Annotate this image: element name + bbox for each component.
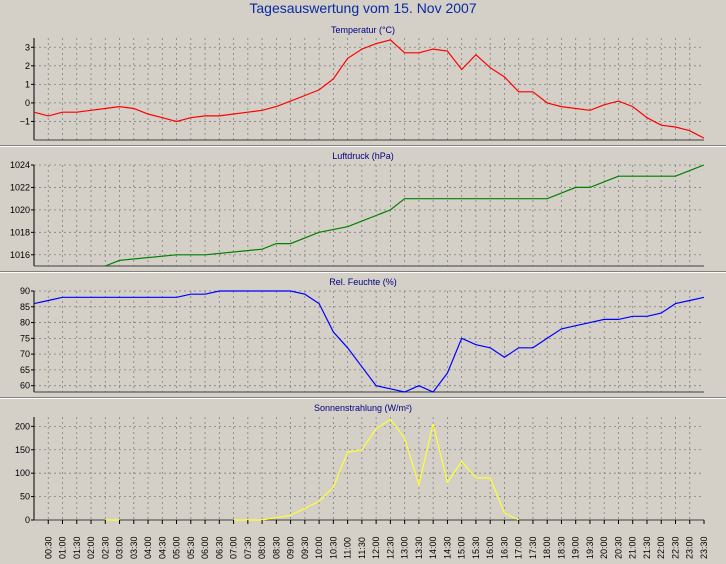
pressure-ytick-label: 1016 bbox=[10, 250, 30, 260]
time-tick-label: 02:00 bbox=[86, 536, 96, 559]
time-tick-label: 08:30 bbox=[271, 536, 281, 559]
temperature-chart-title: Temperatur (°C) bbox=[330, 25, 396, 35]
time-tick-label: 11:00 bbox=[343, 537, 353, 559]
pressure-ytick-label: 1024 bbox=[10, 160, 30, 170]
temperature-ytick-label: 2 bbox=[25, 61, 30, 71]
humidity-ytick-label: 85 bbox=[20, 302, 30, 312]
time-tick-label: 21:30 bbox=[642, 536, 652, 559]
time-tick-label: 00:30 bbox=[43, 536, 53, 559]
radiation-chart-title: Sonnenstrahlung (W/m²) bbox=[313, 403, 413, 413]
time-tick-label: 17:00 bbox=[514, 536, 524, 559]
humidity-ytick-label: 90 bbox=[20, 286, 30, 296]
humidity-ytick-label: 65 bbox=[20, 365, 30, 375]
time-tick-label: 12:00 bbox=[371, 536, 381, 559]
time-tick-label: 05:30 bbox=[186, 536, 196, 559]
time-tick-label: 15:00 bbox=[457, 536, 467, 559]
humidity-ytick-label: 80 bbox=[20, 318, 30, 328]
time-tick-label: 22:30 bbox=[670, 536, 680, 559]
time-tick-label: 19:00 bbox=[571, 536, 581, 559]
radiation-ytick-label: 50 bbox=[20, 492, 30, 502]
time-tick-label: 08:00 bbox=[257, 536, 267, 559]
time-tick-label: 20:00 bbox=[599, 536, 609, 559]
time-tick-label: 05:00 bbox=[172, 536, 182, 559]
humidity-chart-title: Rel. Feuchte (%) bbox=[329, 277, 397, 287]
pressure-chart-title: Luftdruck (hPa) bbox=[332, 151, 394, 161]
time-tick-label: 20:30 bbox=[613, 536, 623, 559]
humidity-plot-area bbox=[34, 291, 704, 392]
time-tick-label: 17:30 bbox=[528, 536, 538, 559]
time-tick-label: 11:30 bbox=[357, 537, 367, 559]
time-tick-label: 23:00 bbox=[685, 536, 695, 559]
time-tick-label: 03:30 bbox=[129, 536, 139, 559]
time-tick-label: 16:30 bbox=[499, 536, 509, 559]
temperature-ytick-label: −1 bbox=[20, 116, 30, 126]
pressure-series-line bbox=[105, 164, 705, 267]
radiation-ytick-label: 0 bbox=[25, 515, 30, 525]
time-tick-label: 23:30 bbox=[699, 536, 709, 559]
time-tick-label: 10:30 bbox=[328, 536, 338, 559]
panel-separator bbox=[0, 271, 726, 273]
time-tick-label: 09:30 bbox=[300, 536, 310, 559]
humidity-series-line bbox=[33, 290, 705, 393]
time-tick-label: 04:30 bbox=[157, 536, 167, 559]
time-tick-label: 01:30 bbox=[72, 536, 82, 559]
temperature-series-line bbox=[33, 39, 705, 139]
time-tick-label: 14:30 bbox=[442, 536, 452, 559]
humidity-ytick-label: 70 bbox=[20, 349, 30, 359]
radiation-ytick-label: 150 bbox=[15, 445, 30, 455]
temperature-ytick-label: 1 bbox=[25, 79, 30, 89]
time-tick-label: 09:00 bbox=[286, 536, 296, 559]
time-tick-label: 06:30 bbox=[214, 536, 224, 559]
time-tick-label: 15:30 bbox=[471, 536, 481, 559]
pressure-ytick-label: 1022 bbox=[10, 182, 30, 192]
time-tick-label: 18:00 bbox=[542, 536, 552, 559]
time-tick-label: 02:30 bbox=[100, 536, 110, 559]
page-title: Tagesauswertung vom 15. Nov 2007 bbox=[249, 0, 477, 16]
panel-separator bbox=[0, 145, 726, 147]
time-tick-label: 07:30 bbox=[243, 536, 253, 559]
humidity-ytick-label: 75 bbox=[20, 333, 30, 343]
time-tick-label: 13:30 bbox=[414, 536, 424, 559]
time-tick-label: 18:30 bbox=[556, 536, 566, 559]
radiation-ytick-label: 200 bbox=[15, 421, 30, 431]
time-tick-label: 03:00 bbox=[115, 536, 125, 559]
temperature-ytick-label: 0 bbox=[25, 98, 30, 108]
time-tick-label: 16:00 bbox=[485, 536, 495, 559]
time-tick-label: 13:00 bbox=[400, 536, 410, 559]
humidity-ytick-label: 60 bbox=[20, 381, 30, 391]
time-tick-label: 07:00 bbox=[229, 536, 239, 559]
time-tick-label: 10:00 bbox=[314, 536, 324, 559]
time-tick-label: 12:30 bbox=[385, 536, 395, 559]
temperature-plot-area bbox=[34, 38, 704, 140]
time-tick-label: 06:00 bbox=[200, 536, 210, 559]
pressure-plot-area bbox=[34, 165, 704, 266]
time-tick-label: 22:00 bbox=[656, 536, 666, 559]
time-tick-label: 21:00 bbox=[628, 536, 638, 559]
time-tick-label: 19:30 bbox=[585, 536, 595, 559]
time-tick-label: 14:00 bbox=[428, 536, 438, 559]
pressure-ytick-label: 1020 bbox=[10, 205, 30, 215]
time-tick-label: 04:00 bbox=[143, 536, 153, 559]
radiation-plot-area bbox=[34, 417, 704, 520]
radiation-ytick-label: 100 bbox=[15, 468, 30, 478]
pressure-ytick-label: 1018 bbox=[10, 227, 30, 237]
time-tick-label: 01:00 bbox=[58, 536, 68, 559]
temperature-ytick-label: 3 bbox=[25, 42, 30, 52]
radiation-series-line bbox=[233, 418, 519, 521]
panel-separator bbox=[0, 397, 726, 399]
